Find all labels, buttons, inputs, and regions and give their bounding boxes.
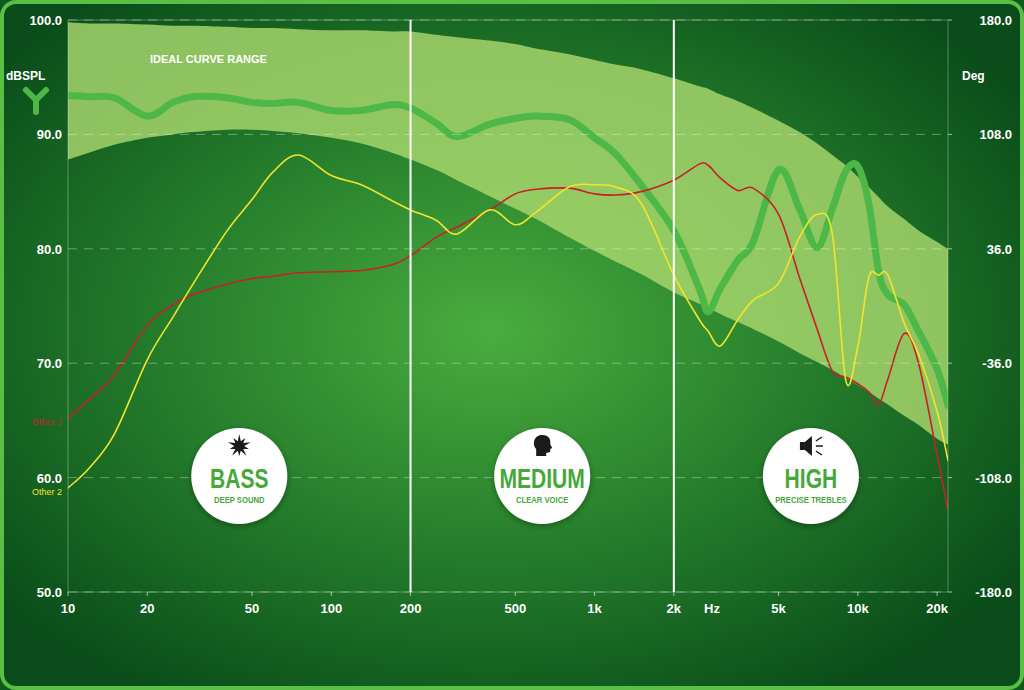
y2-tick — [948, 134, 952, 135]
x-axis-label: Hz — [704, 601, 720, 616]
section-icon — [228, 434, 251, 456]
x-tick-label: 200 — [400, 601, 422, 616]
section-badge — [494, 428, 590, 524]
x-tick — [937, 592, 938, 596]
band-label: IDEAL CURVE RANGE — [150, 53, 267, 65]
section-title: MEDIUM — [499, 463, 584, 493]
section-subtitle: DEEP SOUND — [214, 494, 264, 505]
grid-line — [68, 134, 948, 135]
x-tick-label: 10 — [61, 601, 75, 616]
brand-logo — [26, 90, 46, 112]
speaker-icon — [800, 442, 805, 450]
brand-logo-shape — [26, 90, 46, 112]
grid-line — [68, 363, 948, 364]
x-tick — [410, 592, 411, 596]
grid-line — [68, 248, 948, 249]
section-icon — [800, 436, 823, 456]
explosion-icon — [228, 434, 251, 456]
x-tick-label: 50 — [245, 601, 259, 616]
section-subtitle: CLEAR VOICE — [516, 494, 569, 505]
y2-tick-label: -180.0 — [975, 585, 1012, 600]
x-tick-label: 20k — [926, 601, 948, 616]
x-tick — [778, 592, 779, 596]
x-tick — [857, 592, 858, 596]
y2-tick — [948, 477, 952, 478]
section-badge — [763, 428, 859, 524]
y2-tick-label: 108.0 — [979, 127, 1012, 142]
section-icon — [534, 435, 552, 456]
x-tick — [331, 592, 332, 596]
y2-tick — [948, 592, 952, 593]
y2-tick-label: 180.0 — [979, 13, 1012, 28]
series-label: Other 2 — [32, 487, 62, 497]
x-tick — [594, 592, 595, 596]
y-tick-label: 80.0 — [37, 242, 62, 257]
speaker-wave — [816, 437, 822, 441]
plot-frame — [68, 20, 948, 592]
section-badge — [191, 428, 287, 524]
x-tick — [252, 592, 253, 596]
y-tick-label: 100.0 — [29, 13, 62, 28]
y2-tick-label: -108.0 — [975, 471, 1012, 486]
head-icon — [534, 435, 552, 456]
y-tick-label: 70.0 — [37, 356, 62, 371]
y2-tick — [948, 20, 952, 21]
series-label: Other 1 — [32, 417, 62, 427]
x-tick-label: 500 — [504, 601, 526, 616]
y-axis-label: dBSPL — [6, 69, 45, 83]
x-tick-label: 20 — [140, 601, 154, 616]
series-line — [68, 96, 948, 406]
y-tick-label: 50.0 — [37, 585, 62, 600]
y2-tick — [948, 363, 952, 364]
chart: BASSDEEP SOUND MEDIUMCLEAR VOICE HIGHPRECI… — [0, 0, 1024, 690]
x-tick — [147, 592, 148, 596]
section-divider — [673, 20, 675, 592]
y2-tick-label: -36.0 — [982, 356, 1012, 371]
page-background — [2, 2, 1022, 688]
section-divider — [410, 20, 412, 592]
x-tick — [673, 592, 674, 596]
section-title: BASS — [210, 463, 268, 493]
ideal-band — [68, 22, 948, 444]
section-subtitle: PRECISE TREBLES — [775, 494, 847, 505]
speaker-wave — [816, 451, 822, 455]
speaker-wave — [816, 445, 823, 447]
x-tick — [68, 592, 69, 596]
x-tick — [515, 592, 516, 596]
x-tick-label: 1k — [587, 601, 602, 616]
x-tick-label: 2k — [667, 601, 682, 616]
y2-tick-label: 36.0 — [987, 242, 1012, 257]
section-title: HIGH — [785, 463, 838, 493]
speaker-icon — [805, 436, 812, 456]
x-tick-label: 5k — [771, 601, 786, 616]
y-tick-label: 90.0 — [37, 127, 62, 142]
y-tick-label: 60.0 — [37, 471, 62, 486]
y2-tick — [948, 248, 952, 249]
x-tick-label: 10k — [847, 601, 869, 616]
x-tick-label: 100 — [320, 601, 342, 616]
y2-axis-label: Deg — [962, 69, 985, 83]
